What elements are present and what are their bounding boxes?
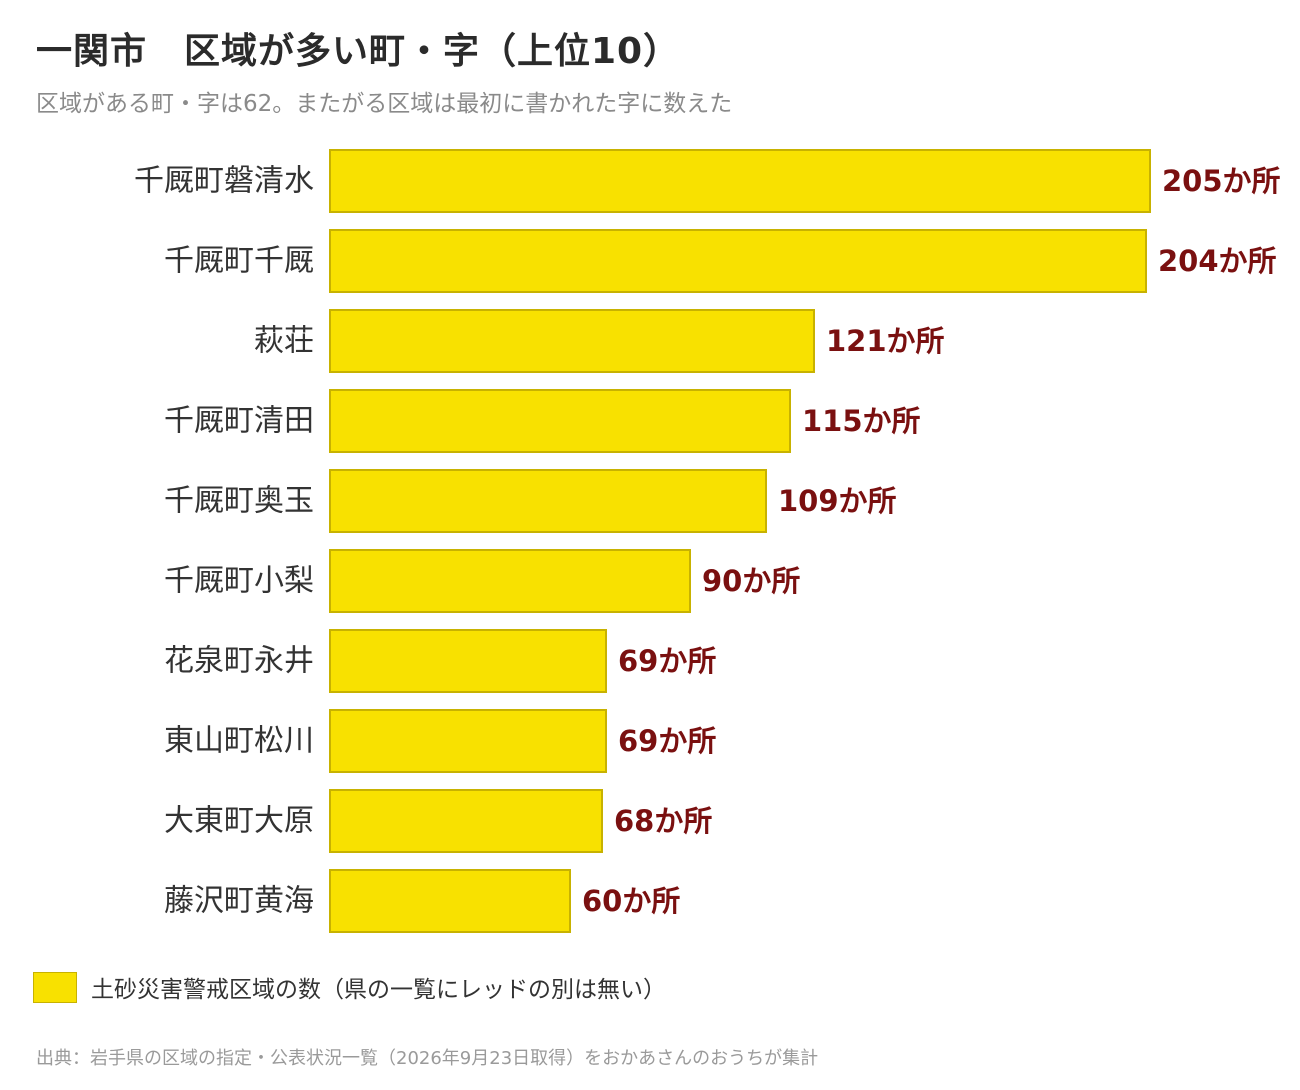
bar — [329, 549, 691, 613]
value-label: 204か所 — [1158, 244, 1277, 278]
source-note: 出典：岩手県の区域の指定・公表状況一覧（2026年9月23日取得）をおかあさんの… — [36, 1048, 819, 1069]
category-label: 千厩町千厩 — [164, 244, 314, 279]
bar — [329, 149, 1151, 213]
bar — [329, 709, 607, 773]
category-label: 千厩町清田 — [164, 404, 314, 439]
bar — [329, 469, 767, 533]
category-label: 藤沢町黄海 — [164, 884, 314, 919]
category-label: 千厩町磐清水 — [134, 164, 314, 199]
category-label: 萩荘 — [254, 324, 314, 359]
bar — [329, 869, 571, 933]
bar — [329, 789, 603, 853]
value-label: 205か所 — [1162, 164, 1281, 198]
legend-label: 土砂災害警戒区域の数（県の一覧にレッドの別は無い） — [91, 977, 666, 1003]
bar — [329, 309, 815, 373]
bar — [329, 629, 607, 693]
legend-swatch — [33, 971, 77, 1003]
value-label: 68か所 — [614, 804, 712, 838]
value-label: 60か所 — [582, 884, 680, 918]
value-label: 109か所 — [778, 484, 897, 518]
category-label: 千厩町奥玉 — [164, 484, 314, 519]
value-label: 69か所 — [618, 724, 716, 758]
value-label: 121か所 — [826, 324, 945, 358]
bar — [329, 389, 791, 453]
value-label: 115か所 — [802, 404, 921, 438]
chart-subtitle: 区域がある町・字は62。またがる区域は最初に書かれた字に数えた — [36, 91, 733, 117]
category-label: 千厩町小梨 — [164, 564, 314, 599]
legend: 土砂災害警戒区域の数（県の一覧にレッドの別は無い） — [33, 970, 666, 1004]
value-label: 90か所 — [702, 564, 800, 598]
chart-title: 一関市 区域が多い町・字（上位10） — [36, 31, 681, 72]
category-label: 大東町大原 — [164, 804, 314, 839]
value-label: 69か所 — [618, 644, 716, 678]
bar — [329, 229, 1147, 293]
category-label: 花泉町永井 — [164, 644, 314, 679]
category-label: 東山町松川 — [164, 724, 314, 759]
